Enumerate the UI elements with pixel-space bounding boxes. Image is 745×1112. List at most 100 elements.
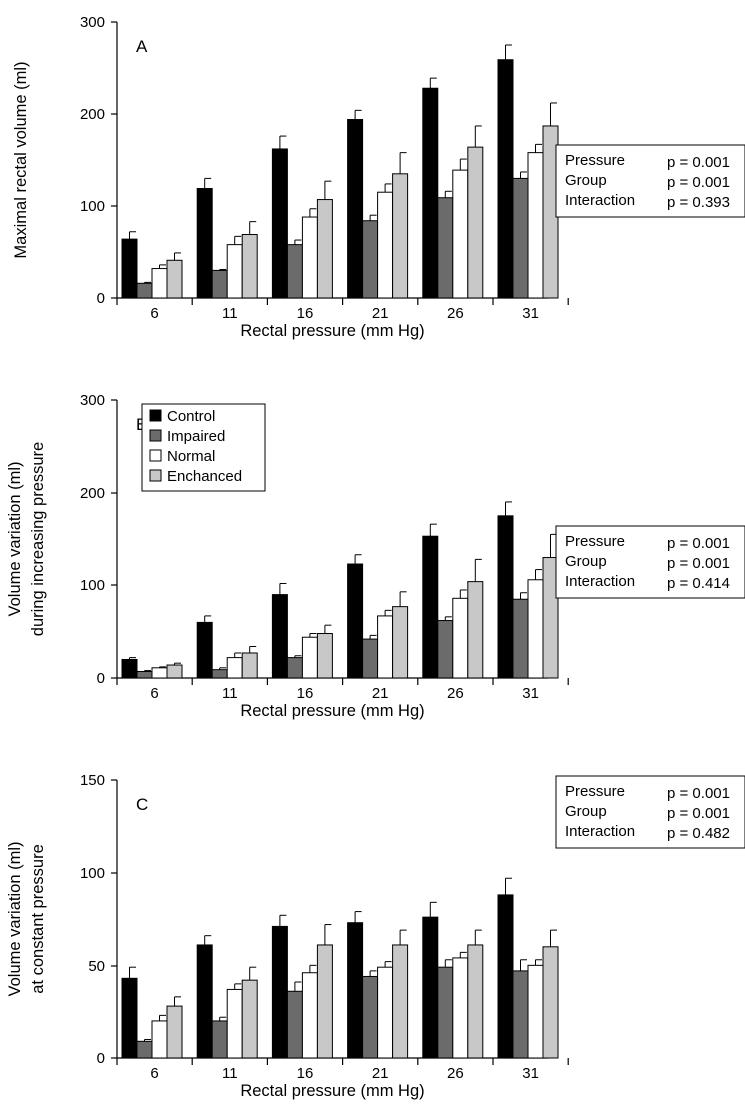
legend-swatch-impaired	[149, 429, 162, 442]
y-axis-label: Maximal rectal volume (ml)	[12, 61, 30, 258]
x-tick-label: 16	[297, 685, 314, 702]
x-tick-label: 31	[522, 305, 539, 322]
stat-label: Interaction	[565, 573, 635, 590]
y-tick-label: 0	[97, 290, 105, 307]
bar-impaired-6	[136, 1040, 153, 1059]
bar-control-26	[422, 87, 439, 299]
bar-enchanced-6	[166, 259, 183, 299]
bar-enchanced-26	[467, 944, 484, 1059]
x-tick-label: 26	[447, 305, 464, 322]
stats-box-frame	[555, 525, 745, 599]
stat-label: Group	[565, 553, 607, 570]
x-tick-label: 31	[522, 1065, 539, 1082]
stat-label: Interaction	[565, 192, 635, 209]
stat-label: Pressure	[565, 783, 625, 800]
y-axis-label-line2: at constant pressure	[29, 844, 47, 994]
x-axis-label: Rectal pressure (mm Hg)	[240, 322, 424, 340]
x-tick-label: 21	[372, 685, 389, 702]
bar-impaired-31	[512, 177, 529, 299]
panels: 0 100 200 300 6 11 16 21 26 31 Rectal pressure (mm…	[6, 14, 745, 1100]
bar-impaired-21	[362, 638, 379, 679]
panel-b: 0 100 200 300 6 11 16 21 26 31 Rectal pressure (mm…	[6, 392, 745, 720]
bar-control-6	[121, 238, 138, 299]
x-tick-label: 11	[222, 1065, 238, 1082]
bar-control-6	[121, 658, 138, 679]
bar-impaired-21	[362, 220, 379, 299]
stat-value: p = 0.393	[667, 194, 730, 211]
bar-enchanced-16	[316, 199, 333, 299]
bar-normal-31	[527, 964, 544, 1059]
x-axis-label: Rectal pressure (mm Hg)	[240, 1082, 424, 1100]
bar-enchanced-31	[542, 946, 559, 1059]
panel-c: 0 50 100 150 6 11 16 21 26 31 Rectal pressure (mm …	[6, 772, 745, 1100]
bar-enchanced-6	[166, 1005, 183, 1059]
y-tick-label: 200	[80, 106, 105, 123]
bar-impaired-16	[286, 244, 303, 299]
x-tick-label: 31	[522, 685, 539, 702]
bar-impaired-26	[437, 197, 454, 299]
bar-enchanced-31	[542, 557, 559, 679]
legend-frame	[141, 403, 266, 492]
bar-normal-16	[301, 636, 318, 679]
bar-control-6	[121, 977, 138, 1059]
x-tick-label: 16	[297, 305, 314, 322]
stats-box: Pressure p = 0.001 Group p = 0.001 Interacti…	[555, 144, 745, 218]
bar-normal-11	[226, 244, 243, 299]
bar-control-21	[347, 563, 364, 679]
stat-label: Pressure	[565, 152, 625, 169]
legend-label: Normal	[167, 448, 215, 465]
stat-value: p = 0.001	[667, 785, 730, 802]
x-tick-label: 26	[447, 1065, 464, 1082]
bar-control-11	[196, 944, 213, 1059]
y-axis-label-line1: Volume variation (ml)	[6, 462, 24, 617]
bar-impaired-6	[136, 282, 153, 299]
bar-normal-21	[377, 615, 394, 679]
panel-letter: A	[136, 37, 148, 56]
bar-control-16	[271, 594, 288, 679]
x-tick-label: 11	[222, 685, 238, 702]
bar-enchanced-16	[316, 944, 333, 1059]
legend: Control Impaired Normal Enchanced	[141, 403, 266, 492]
stat-value: p = 0.482	[667, 825, 730, 842]
stat-label: Group	[565, 803, 607, 820]
bar-enchanced-6	[166, 664, 183, 679]
x-tick-label: 11	[222, 305, 238, 322]
y-tick-label: 50	[88, 958, 105, 975]
y-tick-label: 150	[80, 772, 105, 789]
bar-enchanced-16	[316, 633, 333, 679]
panel-a: 0 100 200 300 6 11 16 21 26 31 Rectal pressure (mm…	[12, 14, 745, 340]
stat-label: Interaction	[565, 823, 635, 840]
legend-label: Control	[167, 408, 215, 425]
bar-control-26	[422, 535, 439, 679]
bar-normal-31	[527, 579, 544, 679]
bar-enchanced-21	[392, 173, 409, 299]
x-tick-label: 21	[372, 1065, 389, 1082]
bar-normal-6	[151, 268, 168, 299]
bar-impaired-26	[437, 620, 454, 679]
bar-normal-6	[151, 667, 168, 679]
legend-swatch-control	[149, 409, 162, 422]
bar-impaired-31	[512, 970, 529, 1059]
y-tick-label: 0	[97, 670, 105, 687]
bar-normal-26	[452, 597, 469, 679]
bar-normal-16	[301, 216, 318, 299]
x-tick-label: 26	[447, 685, 464, 702]
bar-control-21	[347, 119, 364, 299]
y-tick-label: 100	[80, 198, 105, 215]
bar-control-21	[347, 922, 364, 1059]
bar-control-16	[271, 148, 288, 299]
stat-value: p = 0.001	[667, 555, 730, 572]
bar-impaired-31	[512, 598, 529, 679]
y-tick-label: 100	[80, 577, 105, 594]
stat-label: Group	[565, 172, 607, 189]
bar-impaired-21	[362, 975, 379, 1059]
bar-enchanced-11	[241, 652, 258, 679]
y-tick-label: 300	[80, 14, 105, 31]
bar-normal-16	[301, 972, 318, 1059]
stats-box: Pressure p = 0.001 Group p = 0.001 Interacti…	[555, 525, 745, 599]
stat-value: p = 0.414	[667, 575, 730, 592]
bar-control-16	[271, 925, 288, 1059]
stat-value: p = 0.001	[667, 535, 730, 552]
bar-normal-26	[452, 169, 469, 299]
